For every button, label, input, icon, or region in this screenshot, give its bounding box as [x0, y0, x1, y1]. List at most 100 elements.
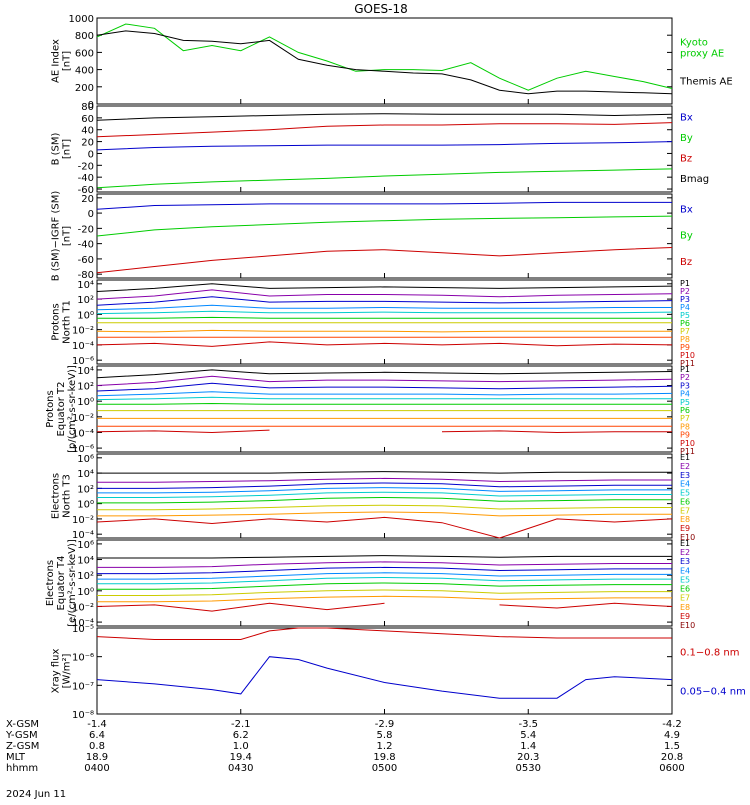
legend-entry: E3 [680, 471, 690, 480]
y-tick-label: 10⁻⁸ [72, 710, 94, 721]
series-line-pt1-0 [96, 283, 673, 292]
series-line-bsm-1 [96, 168, 673, 189]
y-axis-label: ProtonsEquator T2[p/(cm²-s-sr-keV)] [45, 365, 78, 453]
series-line-et3-7 [97, 511, 672, 517]
series-line-ae-0 [96, 23, 673, 91]
series-line-bdiff-0 [96, 201, 672, 210]
series-line-bdiff-2 [96, 247, 673, 274]
y-tick-label: 10⁴ [77, 556, 94, 567]
y-tick-label: 10² [77, 484, 94, 495]
y-tick-label: 10⁻⁵ [72, 624, 94, 635]
x-tick-label: 20.3 [517, 752, 539, 763]
series-line-et3-0 [97, 471, 672, 474]
legend-entry: E6 [680, 585, 690, 594]
x-tick-label: -1.4 [87, 719, 107, 730]
legend-entry: P11 [680, 359, 695, 368]
x-tick-label: 5.8 [377, 730, 393, 741]
legend-entry: By [680, 231, 693, 242]
series-line-et4-4 [97, 576, 672, 585]
y-tick-label: 600 [75, 48, 94, 59]
legend-entry: P1 [680, 279, 690, 288]
x-tick-label: 1.4 [520, 741, 536, 752]
y-tick-label: 10⁰ [77, 500, 94, 511]
legend-entry: Bx [680, 112, 693, 123]
x-tick-label: 4.9 [664, 730, 680, 741]
x-tick-label: 0430 [228, 763, 253, 774]
legend-entry: P9 [680, 343, 690, 352]
legend-entry: E7 [680, 506, 690, 515]
series-line-pt1-3 [96, 304, 672, 311]
legend-entry: Bz [680, 257, 692, 268]
series-line-pt2-9 [96, 429, 672, 434]
chart-title: GOES-18 [354, 2, 408, 16]
series-line-et4-2 [97, 566, 672, 575]
series-line-et3-3 [97, 487, 672, 494]
series-line-pt2-1 [96, 375, 673, 386]
series-line-et3-6 [97, 504, 672, 511]
y-tick-label: 10² [77, 571, 94, 582]
y-tick-label: 1000 [69, 14, 94, 25]
y-tick-label: 10⁻⁴ [72, 428, 94, 439]
y-tick-label: 10⁻² [72, 326, 94, 337]
x-tick-label: 19.4 [230, 752, 252, 763]
x-axis-row-label: Y-GSM [5, 730, 38, 741]
y-axis-label: ElectronsEquator T4[e/(cm²-s-sr-keV)] [45, 539, 78, 627]
series-line-pt2-4 [96, 396, 672, 401]
y-tick-label: 0 [88, 100, 94, 111]
series-line-et3-5 [97, 496, 672, 504]
legend-entry: E8 [680, 603, 690, 612]
x-tick-label: 0600 [659, 763, 684, 774]
series-line-et3-1 [97, 477, 672, 483]
series-line-xray-1 [96, 656, 673, 699]
y-tick-label: 10⁻⁷ [72, 681, 94, 692]
y-tick-label: 0 [88, 149, 94, 160]
x-tick-label: 19.8 [373, 752, 395, 763]
y-axis-label: ElectronsNorth T3 [51, 473, 73, 519]
x-tick-label: 18.9 [86, 752, 108, 763]
series-line-et3-8 [96, 516, 673, 539]
series-line-pt1-4 [96, 310, 673, 315]
y-tick-label: 10⁶ [77, 540, 94, 551]
legend-entry: P3 [680, 295, 690, 304]
legend-entry: E2 [680, 462, 690, 471]
series-line-ae-1 [96, 30, 673, 95]
legend-entry: P10 [680, 439, 695, 448]
legend-entry: P9 [680, 431, 690, 440]
legend-entry: E1 [680, 453, 690, 462]
legend-entry: P7 [680, 327, 690, 336]
series-line-et4-3 [97, 572, 672, 580]
legend-entry: E8 [680, 515, 690, 524]
panel-frame [96, 627, 673, 715]
y-tick-label: -20 [78, 161, 94, 172]
legend-entry: 0.05−0.4 nm [680, 686, 746, 697]
legend-entry: E5 [680, 489, 690, 498]
x-tick-label: -2.1 [231, 719, 251, 730]
x-axis-row-label: X-GSM [6, 719, 39, 730]
series-line-pt1-2 [96, 296, 673, 306]
series-line-et4-5 [97, 582, 672, 590]
panel-pt1: 10⁴ 10² 10⁰ 10⁻² 10⁻⁴ 10⁻⁶ ProtonsNorth T1 P1P2… [51, 279, 696, 368]
legend-entry: Themis AE [679, 76, 733, 87]
y-tick-label: -80 [78, 270, 94, 281]
series-line-et4-8 [96, 602, 673, 612]
x-tick-label: 0.8 [89, 741, 105, 752]
legend-entry: E2 [680, 548, 690, 557]
legend-entry: E9 [680, 524, 690, 533]
y-tick-label: 400 [75, 66, 94, 77]
panel-xray: 10⁻⁵ 10⁻⁶ 10⁻⁷ 10⁻⁸ Xray flux[W/m²] 0.1−0.8 n… [51, 624, 746, 721]
legend-entry: P7 [680, 414, 690, 423]
legend-entry: P4 [680, 303, 690, 312]
x-tick-label: 1.5 [664, 741, 680, 752]
y-tick-label: 10⁻² [72, 515, 94, 526]
x-axis-row-label: hhmm [6, 763, 38, 774]
series-line-pt1-1 [96, 289, 673, 300]
series-line-et4-0 [97, 555, 672, 559]
legend-entry: P6 [680, 406, 690, 415]
x-tick-label: 20.8 [661, 752, 683, 763]
